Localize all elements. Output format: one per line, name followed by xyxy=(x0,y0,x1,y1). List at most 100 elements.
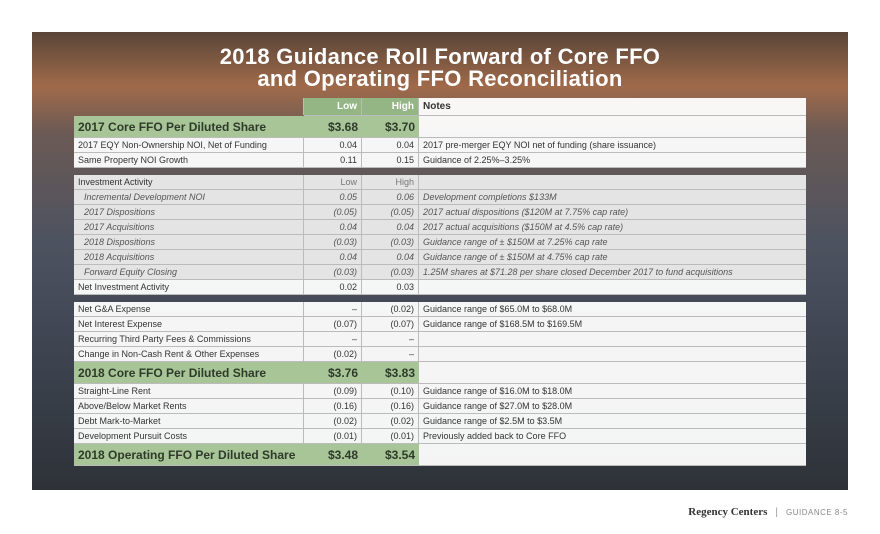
notes: Previously added back to Core FFO xyxy=(419,429,806,444)
row-label: Change in Non-Cash Rent & Other Expenses xyxy=(74,347,304,362)
high-value: 0.04 xyxy=(362,220,419,235)
table-row: 2018 Operating FFO Per Diluted Share $3.4… xyxy=(74,444,806,466)
high-value: (0.05) xyxy=(362,205,419,220)
row-label: Same Property NOI Growth xyxy=(74,153,304,168)
low-value: $3.48 xyxy=(304,444,362,466)
low-value: (0.02) xyxy=(304,414,362,429)
high-value: (0.07) xyxy=(362,317,419,332)
high-value: 0.15 xyxy=(362,153,419,168)
table-row: 2017 Acquisitions 0.04 0.04 2017 actual acq… xyxy=(74,220,806,235)
table-row: Debt Mark-to-Market (0.02) (0.02) Guidance … xyxy=(74,414,806,429)
low-value: 0.04 xyxy=(304,138,362,153)
notes: 2017 actual dispositions ($120M at 7.75%… xyxy=(419,205,806,220)
high-value: – xyxy=(362,347,419,362)
low-value: (0.01) xyxy=(304,429,362,444)
row-label: 2018 Acquisitions xyxy=(74,250,304,265)
high-value: $3.70 xyxy=(362,116,419,138)
notes: Guidance range of ± $150M at 7.25% cap r… xyxy=(419,235,806,250)
low-value: Low xyxy=(304,175,362,190)
low-value: 0.02 xyxy=(304,280,362,295)
notes: Guidance range of $16.0M to $18.0M xyxy=(419,384,806,399)
row-label: 2017 Core FFO Per Diluted Share xyxy=(74,116,304,138)
notes: 1.25M shares at $71.28 per share closed … xyxy=(419,265,806,280)
table-row: Above/Below Market Rents (0.16) (0.16) Guid… xyxy=(74,399,806,414)
gap xyxy=(74,295,806,302)
notes: Guidance range of $65.0M to $68.0M xyxy=(419,302,806,317)
table-row: Straight-Line Rent (0.09) (0.10) Guidance r… xyxy=(74,384,806,399)
row-label: 2018 Operating FFO Per Diluted Share xyxy=(74,444,304,466)
brand: Regency Centers xyxy=(688,506,768,518)
notes xyxy=(419,175,806,190)
table-row: Same Property NOI Growth 0.11 0.15 Guidance… xyxy=(74,153,806,168)
notes: Guidance range of $27.0M to $28.0M xyxy=(419,399,806,414)
high-value: (0.16) xyxy=(362,399,419,414)
title-line: and Operating FFO Reconciliation xyxy=(257,66,623,91)
row-label: Debt Mark-to-Market xyxy=(74,414,304,429)
table: Low High Notes 2017 Core FFO Per Diluted Sh… xyxy=(74,98,806,466)
low-value: – xyxy=(304,302,362,317)
title-line: 2018 Guidance Roll Forward of Core FFO xyxy=(219,44,661,69)
table-row: Incremental Development NOI 0.05 0.06 Devel… xyxy=(74,190,806,205)
high-value: 0.04 xyxy=(362,250,419,265)
row-label: Above/Below Market Rents xyxy=(74,399,304,414)
high-value: 0.03 xyxy=(362,280,419,295)
row-label: Incremental Development NOI xyxy=(74,190,304,205)
table-row: Net Investment Activity 0.02 0.03 xyxy=(74,280,806,295)
table-row: 2017 EQY Non-Ownership NOI, Net of Fundi… xyxy=(74,138,806,153)
high-value: $3.83 xyxy=(362,362,419,384)
notes xyxy=(419,362,806,384)
low-value: (0.02) xyxy=(304,347,362,362)
high-value: (0.02) xyxy=(362,414,419,429)
row-label: Net G&A Expense xyxy=(74,302,304,317)
notes xyxy=(419,332,806,347)
high-value: (0.10) xyxy=(362,384,419,399)
table-row: Forward Equity Closing (0.03) (0.03) 1.25M … xyxy=(74,265,806,280)
low-value: (0.07) xyxy=(304,317,362,332)
table-row: Development Pursuit Costs (0.01) (0.01) Pre… xyxy=(74,429,806,444)
footer: Regency Centers | GUIDANCE 8-5 xyxy=(688,506,848,518)
row-label: Forward Equity Closing xyxy=(74,265,304,280)
low-value: – xyxy=(304,332,362,347)
header-cell: Notes xyxy=(419,98,806,116)
low-value: (0.05) xyxy=(304,205,362,220)
high-value: 0.06 xyxy=(362,190,419,205)
notes: Guidance range of $2.5M to $3.5M xyxy=(419,414,806,429)
low-value: 0.04 xyxy=(304,220,362,235)
notes xyxy=(419,280,806,295)
high-value: – xyxy=(362,332,419,347)
high-value: $3.54 xyxy=(362,444,419,466)
row-label: Investment Activity xyxy=(74,175,304,190)
low-value: 0.05 xyxy=(304,190,362,205)
header-blank xyxy=(74,98,304,115)
high-value: (0.03) xyxy=(362,235,419,250)
notes: 2017 pre-merger EQY NOI net of funding (… xyxy=(419,138,806,153)
header-cell: High xyxy=(362,98,419,116)
low-value: (0.03) xyxy=(304,235,362,250)
high-value: (0.03) xyxy=(362,265,419,280)
high-value: 0.04 xyxy=(362,138,419,153)
notes: Guidance range of ± $150M at 4.75% cap r… xyxy=(419,250,806,265)
row-label: 2018 Core FFO Per Diluted Share xyxy=(74,362,304,384)
table-row: Net Interest Expense (0.07) (0.07) Guidance… xyxy=(74,317,806,332)
table-row: 2017 Dispositions (0.05) (0.05) 2017 actual… xyxy=(74,205,806,220)
high-value: High xyxy=(362,175,419,190)
table-row: Net G&A Expense – (0.02) Guidance range of … xyxy=(74,302,806,317)
title: 2018 Guidance Roll Forward of Core FFO an… xyxy=(32,46,848,90)
notes xyxy=(419,116,806,138)
row-label: 2017 Dispositions xyxy=(74,205,304,220)
high-value: (0.01) xyxy=(362,429,419,444)
low-value: 0.04 xyxy=(304,250,362,265)
notes: 2017 actual acquisitions ($150M at 4.5% … xyxy=(419,220,806,235)
notes: Guidance range of $168.5M to $169.5M xyxy=(419,317,806,332)
separator: | xyxy=(775,507,778,518)
row-label: 2018 Dispositions xyxy=(74,235,304,250)
low-value: (0.16) xyxy=(304,399,362,414)
table-row: 2018 Acquisitions 0.04 0.04 Guidance range … xyxy=(74,250,806,265)
row-label: 2017 Acquisitions xyxy=(74,220,304,235)
header-row: Low High Notes xyxy=(74,98,806,116)
table-row: Investment Activity Low High xyxy=(74,175,806,190)
table-row: 2017 Core FFO Per Diluted Share $3.68 $3.7… xyxy=(74,116,806,138)
table-row: Recurring Third Party Fees & Commissions… xyxy=(74,332,806,347)
notes: Development completions $133M xyxy=(419,190,806,205)
